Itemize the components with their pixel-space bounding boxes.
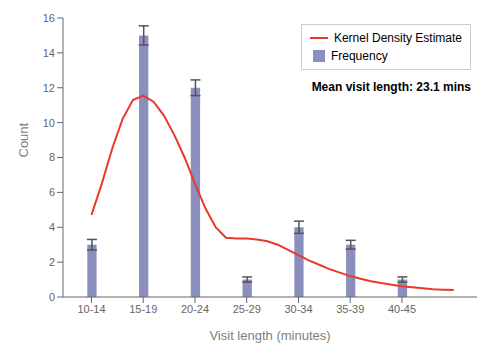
svg-text:30-34: 30-34 (284, 303, 312, 315)
svg-text:20-24: 20-24 (181, 303, 209, 315)
svg-text:25-29: 25-29 (233, 303, 261, 315)
svg-text:10-14: 10-14 (77, 303, 105, 315)
svg-text:14: 14 (43, 47, 55, 59)
svg-text:Count: Count (16, 122, 31, 157)
svg-text:40-45: 40-45 (388, 303, 416, 315)
html-text:Frequency: Frequency (330, 49, 388, 63)
svg-text:4: 4 (49, 221, 55, 233)
svg-text:0: 0 (49, 291, 55, 303)
html-text:Kernel Density Estimate: Kernel Density Estimate (333, 31, 462, 45)
svg-text:15-19: 15-19 (129, 303, 157, 315)
svg-text:8: 8 (49, 151, 55, 163)
svg-text:2: 2 (49, 256, 55, 268)
svg-text:6: 6 (49, 186, 55, 198)
svg-text:12: 12 (43, 82, 55, 94)
svg-text:16: 16 (43, 12, 55, 24)
svg-text:Visit length (minutes): Visit length (minutes) (209, 328, 330, 343)
svg-text:35-39: 35-39 (336, 303, 364, 315)
svg-text:10: 10 (43, 117, 55, 129)
html-text:Mean visit length: 23.1 mins: Mean visit length: 23.1 mins (311, 80, 471, 94)
